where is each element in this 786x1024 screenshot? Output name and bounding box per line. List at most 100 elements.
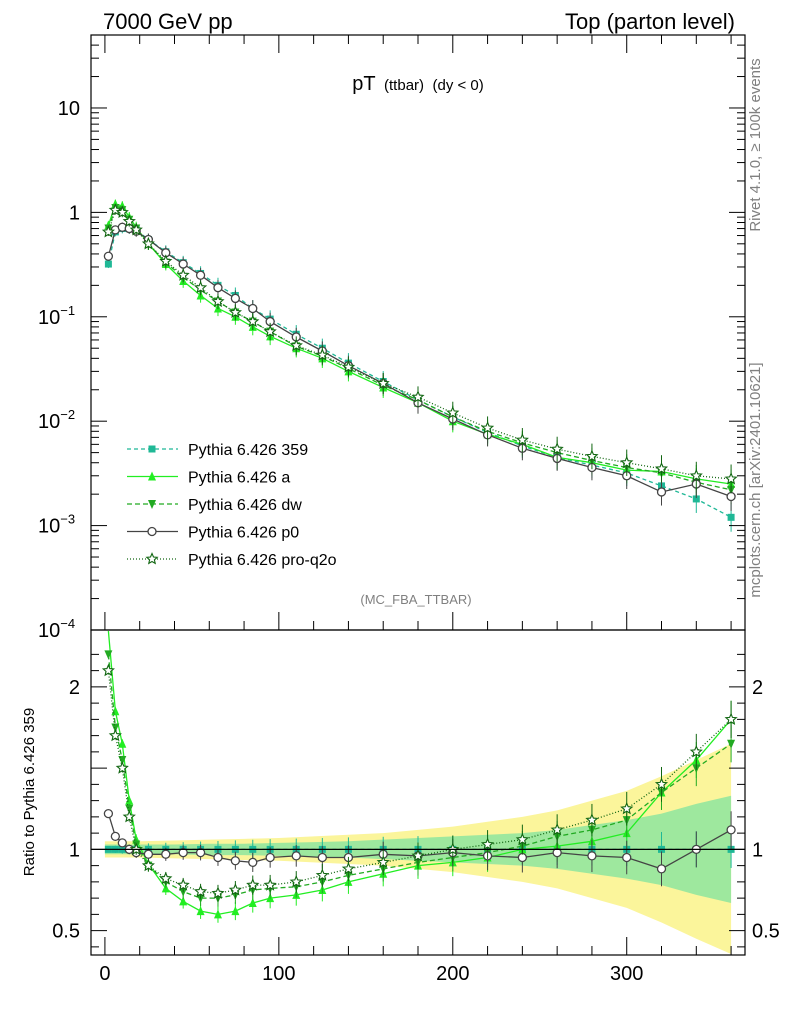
data-point bbox=[159, 254, 173, 267]
data-point bbox=[104, 260, 112, 268]
ratio-point bbox=[248, 857, 258, 868]
ratio-point bbox=[110, 831, 121, 842]
data-point bbox=[726, 491, 736, 502]
ratio-point bbox=[231, 906, 240, 916]
ratio-point bbox=[727, 739, 736, 749]
data-point bbox=[341, 360, 356, 373]
ratio-point bbox=[263, 878, 277, 891]
legend-marker bbox=[147, 526, 157, 537]
ratio-point bbox=[108, 728, 122, 742]
data-point bbox=[211, 294, 225, 308]
ratio-ytick-label: 0.5 bbox=[52, 921, 80, 943]
data-point bbox=[129, 222, 143, 236]
ratio-ytick-label-right: 2 bbox=[752, 677, 763, 699]
plot-title: pT (ttbar) (dy < 0) bbox=[352, 73, 484, 95]
tick-exponent: −3 bbox=[60, 512, 75, 527]
data-point bbox=[724, 471, 738, 485]
series-5 bbox=[101, 203, 738, 902]
legend-label: Pythia 6.426 pro-q2o bbox=[188, 552, 337, 569]
data-point bbox=[228, 305, 242, 319]
data-point bbox=[585, 449, 599, 462]
tick-exponent: −2 bbox=[60, 407, 75, 422]
ratio-point bbox=[341, 861, 356, 875]
legend-label: Pythia 6.426 p0 bbox=[188, 525, 299, 542]
main-ytick-label: 1 bbox=[69, 202, 80, 224]
ratio-point bbox=[585, 813, 599, 826]
ratio-point bbox=[480, 837, 495, 851]
ratio-point bbox=[656, 864, 667, 874]
legend-label: Pythia 6.426 a bbox=[188, 470, 290, 487]
ratio-point bbox=[265, 852, 275, 863]
ratio-point bbox=[176, 878, 190, 891]
header-right: Top (parton level) bbox=[565, 9, 735, 34]
ratio-point bbox=[115, 761, 129, 774]
ratio-point bbox=[122, 809, 136, 823]
ratio-ytick-label-right: 0.5 bbox=[752, 921, 780, 943]
data-point bbox=[213, 283, 223, 293]
data-point bbox=[315, 348, 329, 361]
ratio-point bbox=[213, 909, 222, 919]
ratio-point bbox=[315, 868, 329, 881]
axes: 10 1 10−1 10−2 10−3 10−4 0.5 0.5 1 1 2 2 0 100 200 300 bbox=[38, 34, 780, 985]
analysis-label: (MC_FBA_TTBAR) bbox=[360, 592, 471, 607]
legend-label: Pythia 6.426 dw bbox=[188, 497, 302, 514]
legend-marker bbox=[148, 445, 156, 453]
series-main-line bbox=[107, 209, 732, 480]
data-point bbox=[193, 280, 208, 294]
ratio-point bbox=[726, 825, 736, 835]
data-point bbox=[246, 314, 260, 328]
main-ytick-label: 10−3 bbox=[38, 512, 75, 538]
legend-marker bbox=[148, 500, 156, 509]
data-point bbox=[230, 293, 241, 304]
ratio-point bbox=[101, 663, 115, 677]
tick-exponent: −4 bbox=[60, 616, 75, 631]
data-point bbox=[692, 495, 700, 503]
ratio-point bbox=[117, 838, 127, 848]
ratio-point bbox=[724, 712, 738, 725]
ratio-point bbox=[515, 832, 529, 846]
ratio-point bbox=[376, 855, 390, 868]
ratio-point bbox=[211, 886, 225, 899]
ratio-point bbox=[195, 847, 206, 858]
data-point bbox=[176, 268, 190, 281]
data-series bbox=[91, 199, 745, 923]
ratio-point bbox=[552, 847, 562, 858]
header-left: 7000 GeV pp bbox=[103, 9, 233, 34]
ratio-point bbox=[230, 856, 241, 866]
legend-entry: Pythia 6.426 dw bbox=[127, 497, 302, 514]
xtick-label: 200 bbox=[436, 963, 469, 985]
legend-marker bbox=[148, 471, 156, 481]
series-1 bbox=[104, 223, 735, 868]
ratio-point bbox=[411, 849, 425, 862]
data-point bbox=[446, 405, 460, 419]
ratio-point bbox=[178, 847, 188, 858]
xtick-label: 100 bbox=[262, 963, 295, 985]
ratio-point bbox=[125, 804, 134, 814]
data-point bbox=[689, 468, 703, 482]
mcplots-label: mcplots.cern.ch [arXiv:2401.10621] bbox=[747, 362, 764, 597]
ratio-ytick-label-right: 1 bbox=[752, 839, 763, 861]
ratio-point bbox=[622, 852, 632, 863]
data-point bbox=[103, 251, 114, 261]
legend-entry: Pythia 6.426 p0 bbox=[127, 525, 299, 542]
title-cut: (dy < 0) bbox=[432, 77, 483, 94]
data-point bbox=[656, 487, 667, 497]
xtick-label: 0 bbox=[99, 963, 110, 985]
main-ytick-label: 10−4 bbox=[38, 616, 75, 642]
ratio-point bbox=[141, 858, 155, 872]
ratio-point bbox=[103, 808, 114, 819]
ratio-point bbox=[228, 883, 242, 896]
ratio-point bbox=[248, 898, 257, 907]
ratio-point bbox=[620, 801, 634, 815]
legend-marker bbox=[145, 552, 159, 565]
data-point bbox=[727, 513, 735, 521]
xtick-label: 300 bbox=[610, 963, 643, 985]
data-point bbox=[195, 270, 206, 280]
data-point bbox=[376, 376, 390, 390]
ratio-point bbox=[317, 852, 327, 863]
ratio-point bbox=[654, 777, 669, 790]
data-point bbox=[248, 303, 258, 314]
ratio-point bbox=[196, 906, 205, 916]
title-sub: (ttbar) bbox=[384, 77, 424, 94]
